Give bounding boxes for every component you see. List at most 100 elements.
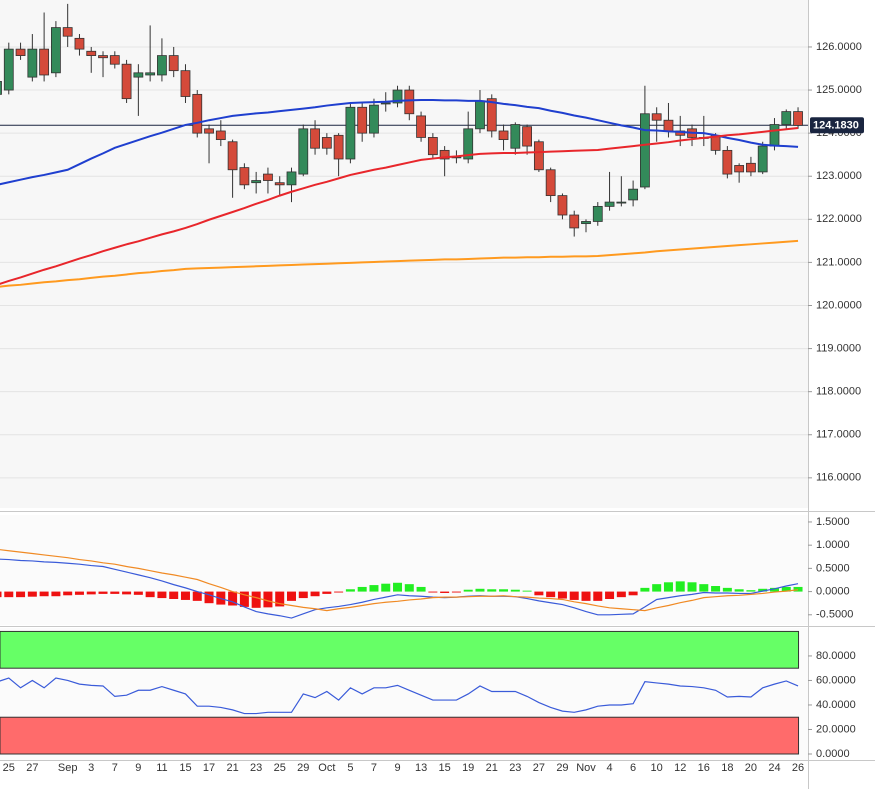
candle-body: [345, 106, 356, 160]
macd-histogram-bar: [652, 584, 662, 592]
macd-histogram-bar: [369, 585, 379, 592]
macd-histogram-bar: [27, 591, 37, 597]
macd-histogram-bar: [345, 589, 355, 592]
candle-body: [145, 72, 156, 76]
candle-body: [616, 201, 627, 204]
candle-body: [98, 55, 108, 59]
candle-body: [486, 98, 497, 132]
macd-histogram-bar: [110, 591, 120, 594]
macd-histogram-bar: [569, 591, 579, 600]
candle-body: [746, 162, 756, 173]
macd-histogram-bar: [98, 591, 108, 594]
macd-histogram-bar: [534, 591, 544, 596]
candle-body: [168, 55, 179, 72]
candle-body: [74, 37, 85, 50]
rsi-zone: [0, 716, 800, 755]
macd-histogram-bar: [251, 591, 261, 608]
macd-histogram-bar: [381, 583, 391, 592]
x-tick-label: 3: [88, 762, 94, 774]
candle-body: [357, 106, 368, 134]
candle-body: [769, 124, 780, 147]
candle-body: [427, 137, 438, 156]
macd-histogram-bar: [605, 591, 615, 600]
y-tick-label: 119.0000: [816, 342, 861, 354]
macd-histogram-bar: [122, 591, 132, 595]
candle-body: [781, 111, 792, 125]
candle-body: [651, 113, 662, 121]
candle-body: [274, 182, 285, 186]
candle-body: [310, 128, 320, 149]
candle-body: [522, 126, 532, 147]
candle-body: [557, 195, 568, 216]
macd-histogram-bar: [451, 591, 461, 593]
macd-histogram-bar: [722, 587, 732, 592]
x-tick-label: 9: [394, 762, 400, 774]
macd-histogram-bar: [675, 581, 685, 592]
macd-histogram-bar: [581, 591, 591, 601]
x-tick-label: Nov: [576, 762, 596, 774]
x-tick-label: 24: [768, 762, 780, 774]
macd-histogram-bar: [758, 588, 768, 592]
x-tick-label: 15: [439, 762, 451, 774]
y-tick-label: 116.0000: [816, 472, 861, 484]
y-tick-label: -0.5000: [816, 609, 853, 621]
candle-body: [734, 165, 745, 173]
candle-body: [793, 111, 803, 126]
macd-histogram-bar: [169, 591, 179, 600]
macd-histogram-bar: [616, 591, 626, 598]
macd-histogram-bar: [263, 591, 273, 608]
macd-histogram-bar: [192, 591, 202, 601]
candle-body: [321, 137, 332, 149]
x-tick-label: 21: [486, 762, 498, 774]
candle-body: [121, 63, 132, 100]
macd-histogram-bar: [322, 591, 332, 594]
macd-histogram-bar: [734, 589, 744, 592]
candle-body: [581, 221, 591, 225]
y-tick-label: 1.0000: [816, 539, 850, 551]
candle-body: [722, 149, 733, 175]
x-tick-label: Oct: [318, 762, 335, 774]
macd-histogram-bar: [204, 591, 214, 604]
x-tick-label: 18: [721, 762, 733, 774]
x-tick-label: 25: [274, 762, 286, 774]
x-tick-label: 9: [135, 762, 141, 774]
last-price-label: 124.1830: [813, 120, 859, 132]
y-tick-label: 117.0000: [816, 429, 861, 441]
candle-body: [227, 141, 238, 171]
candle-body: [545, 169, 556, 197]
macd-histogram-bar: [440, 591, 450, 593]
rsi-zone: [0, 630, 800, 669]
y-tick-label: 125.0000: [816, 84, 862, 96]
candle-body: [157, 55, 167, 76]
macd-histogram-bar: [557, 591, 567, 599]
candle-body: [663, 119, 674, 132]
macd-plot: [0, 549, 803, 619]
x-tick-label: 20: [745, 762, 757, 774]
candle-body: [263, 173, 273, 181]
candle-body: [439, 149, 450, 160]
main-plot: [0, 3, 808, 479]
y-tick-label: 0.0000: [816, 585, 850, 597]
macd-histogram-bar: [4, 591, 14, 598]
macd-histogram-bar: [404, 584, 414, 592]
y-tick-label: 122.0000: [816, 213, 862, 225]
x-tick-label: 26: [792, 762, 804, 774]
candle-body: [239, 167, 250, 186]
macd-histogram-bar: [63, 591, 73, 596]
macd-histogram-bar: [39, 591, 49, 597]
macd-histogram-bar: [428, 591, 438, 593]
main-panel: [0, 0, 808, 508]
candle-body: [463, 128, 474, 160]
candle-body: [416, 115, 426, 138]
macd-histogram-bar: [711, 586, 721, 592]
indicator-line: [0, 558, 799, 619]
macd-histogram-bar: [74, 591, 84, 595]
x-tick-label: 29: [556, 762, 568, 774]
macd-histogram-bar: [157, 591, 167, 599]
candle-body: [369, 104, 379, 134]
y-tick-label: 126.0000: [816, 41, 862, 53]
macd-histogram-bar: [687, 582, 697, 592]
macd-histogram-bar: [298, 591, 308, 599]
macd-histogram-bar: [334, 591, 344, 593]
